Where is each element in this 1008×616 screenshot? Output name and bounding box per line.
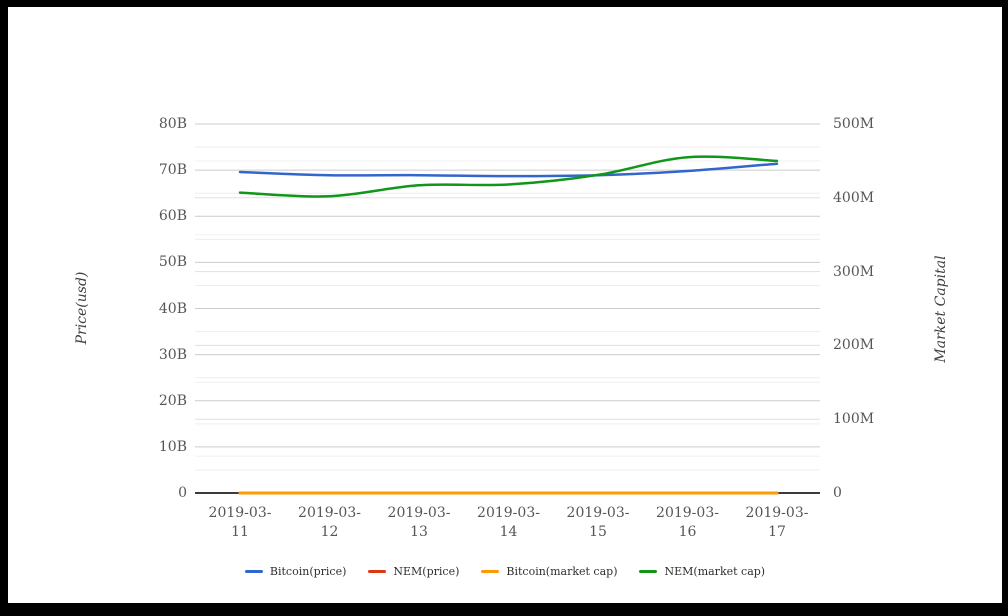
x-axis-tick-label: 2019-03- 14 xyxy=(461,504,557,542)
y-axis-right-tick-label: 300M xyxy=(833,263,875,280)
y-axis-right-tick-label: 200M xyxy=(833,337,875,354)
series-line-nem-market-cap[interactable] xyxy=(238,155,779,198)
legend-marker-icon xyxy=(481,570,500,573)
y-axis-right-tick-label: 500M xyxy=(833,116,875,132)
x-axis-tick-label-line2: 14 xyxy=(499,524,518,540)
x-axis-tick-label-line2: 17 xyxy=(768,524,786,540)
chart-canvas xyxy=(195,123,820,495)
x-axis-tick-label-line2: 13 xyxy=(410,524,428,540)
y-axis-left-tick-label: 60B xyxy=(158,208,187,225)
y-axis-right-tick-label: 0 xyxy=(833,485,842,501)
y-axis-left-tick-label: 50B xyxy=(158,254,187,271)
x-axis-tick-label: 2019-03- 11 xyxy=(192,504,288,542)
x-axis-tick-label: 2019-03- 17 xyxy=(729,504,825,542)
legend-item-bitcoin-market-cap[interactable]: Bitcoin(market cap) xyxy=(481,565,617,578)
x-axis-tick-label-line2: 11 xyxy=(231,524,249,540)
legend-marker-icon xyxy=(244,570,263,573)
x-axis-tick-label: 2019-03- 16 xyxy=(640,504,736,542)
x-axis-tick-label-line1: 2019-03- xyxy=(387,505,451,521)
y-axis-left-tick-label: 30B xyxy=(158,346,187,363)
y-axis-left-tick-label: 20B xyxy=(158,392,187,409)
y-axis-left-tick-label: 10B xyxy=(158,438,187,455)
legend-item-bitcoin-price[interactable]: Bitcoin(price) xyxy=(244,565,347,578)
y-axis-right-tick-label: 100M xyxy=(833,411,875,428)
x-axis-tick-label-line2: 15 xyxy=(589,524,607,540)
y-axis-left-tick-label: 40B xyxy=(158,300,187,317)
x-axis-tick-label: 2019-03- 12 xyxy=(282,504,378,542)
x-axis-tick-label-line1: 2019-03- xyxy=(477,505,540,521)
x-axis-tick-label-line1: 2019-03- xyxy=(566,505,630,521)
y-axis-left-tick-label: 0 xyxy=(178,485,187,501)
legend-item-label: NEM(market cap) xyxy=(664,565,766,578)
x-axis-tick-label-line1: 2019-03- xyxy=(298,505,361,521)
legend-item-label: Bitcoin(market cap) xyxy=(506,565,618,578)
legend: Bitcoin(price) NEM(price) Bitcoin(market c… xyxy=(8,565,1002,578)
legend-marker-icon xyxy=(368,570,387,573)
legend-item-label: Bitcoin(price) xyxy=(269,565,347,578)
y-axis-title-left: Price(usd) xyxy=(74,271,90,345)
x-axis-tick-label-line1: 2019-03- xyxy=(745,505,809,521)
legend-item-nem-market-cap[interactable]: NEM(market cap) xyxy=(639,565,765,578)
series-line-bitcoin-price[interactable] xyxy=(238,162,779,178)
x-axis-tick-label-line1: 2019-03- xyxy=(656,505,719,521)
x-axis-tick-label: 2019-03- 13 xyxy=(371,504,467,542)
x-axis-tick-label-line2: 16 xyxy=(678,524,697,540)
x-axis-tick-label-line1: 2019-03- xyxy=(208,505,272,521)
legend-item-nem-price[interactable]: NEM(price) xyxy=(368,565,459,578)
y-axis-left-tick-label: 80B xyxy=(158,116,187,132)
legend-marker-icon xyxy=(639,570,658,573)
x-axis-tick-label-line2: 12 xyxy=(320,524,339,540)
x-axis-tick-label: 2019-03- 15 xyxy=(550,504,646,542)
chart-area: Price(usd) Market Capital 0 10B 20B 30B 40B 5… xyxy=(8,7,1002,603)
y-axis-title-right: Market Capital xyxy=(933,255,949,363)
y-axis-left-tick-label: 70B xyxy=(158,162,187,179)
legend-item-label: NEM(price) xyxy=(393,565,460,578)
y-axis-right-tick-label: 400M xyxy=(833,189,875,206)
